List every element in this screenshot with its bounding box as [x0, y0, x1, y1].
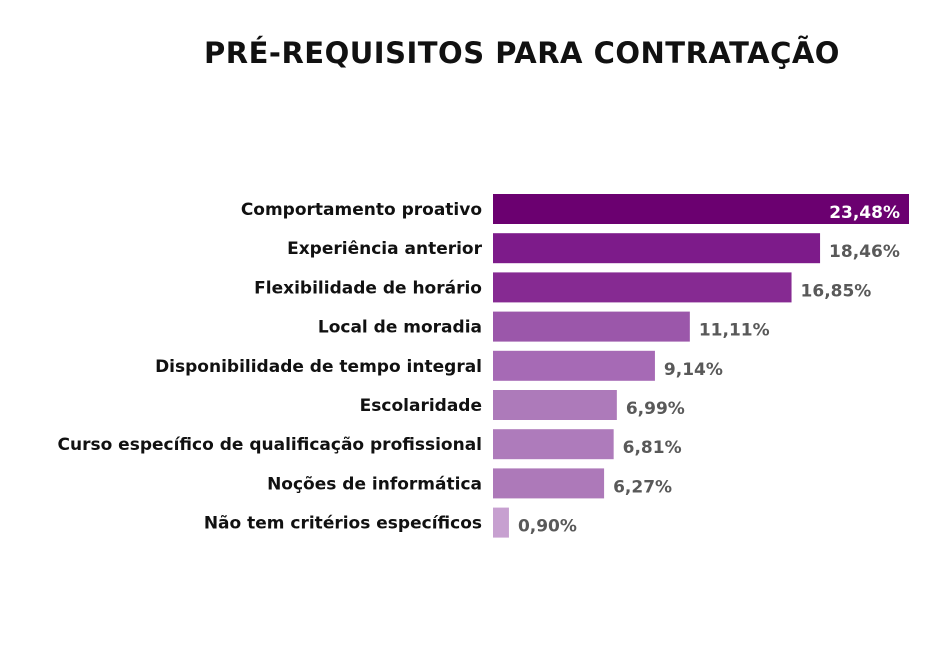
bar-flexibilidade-de-horario [493, 272, 792, 303]
category-label-local-de-moradia: Local de moradia [318, 318, 482, 338]
category-label-disponibilidade-de-tempo-integral: Disponibilidade de tempo integral [155, 357, 482, 377]
category-label-experiencia-anterior: Experiência anterior [287, 239, 483, 259]
category-label-escolaridade: Escolaridade [360, 396, 482, 416]
bar-comportamento-proativo [493, 194, 909, 224]
bar-escolaridade [493, 390, 617, 420]
category-label-nao-tem-criterios-especificos: Não tem critérios específicos [204, 514, 482, 534]
value-label-nocoes-de-informatica: 6,27% [613, 477, 672, 497]
bar-experiencia-anterior [493, 233, 821, 264]
category-label-flexibilidade-de-horario: Flexibilidade de horário [254, 278, 482, 298]
chart-title: PRÉ-REQUISITOS PARA CONTRATAÇÃO [204, 36, 840, 70]
value-label-curso-especifico-de-qualificacao-profissional: 6,81% [623, 438, 682, 458]
bar-disponibilidade-de-tempo-integral [493, 350, 655, 381]
value-label-escolaridade: 6,99% [626, 399, 685, 419]
value-label-nao-tem-criterios-especificos: 0,90% [518, 517, 577, 537]
value-label-local-de-moradia: 11,11% [699, 321, 770, 341]
bar-nocoes-de-informatica [493, 468, 605, 499]
category-label-comportamento-proativo: Comportamento proativo [241, 200, 482, 220]
value-label-comportamento-proativo: 23,48% [829, 203, 900, 223]
bar-local-de-moradia [493, 311, 690, 342]
value-label-flexibilidade-de-horario: 16,85% [801, 281, 872, 301]
value-label-disponibilidade-de-tempo-integral: 9,14% [664, 360, 723, 380]
category-label-curso-especifico-de-qualificacao-profissional: Curso específico de qualificação profiss… [58, 435, 483, 455]
bar-curso-especifico-de-qualificacao-profissional [493, 429, 614, 460]
bar-nao-tem-criterios-especificos [493, 507, 509, 538]
value-label-experiencia-anterior: 18,46% [829, 242, 900, 262]
category-label-nocoes-de-informatica: Noções de informática [267, 474, 482, 494]
